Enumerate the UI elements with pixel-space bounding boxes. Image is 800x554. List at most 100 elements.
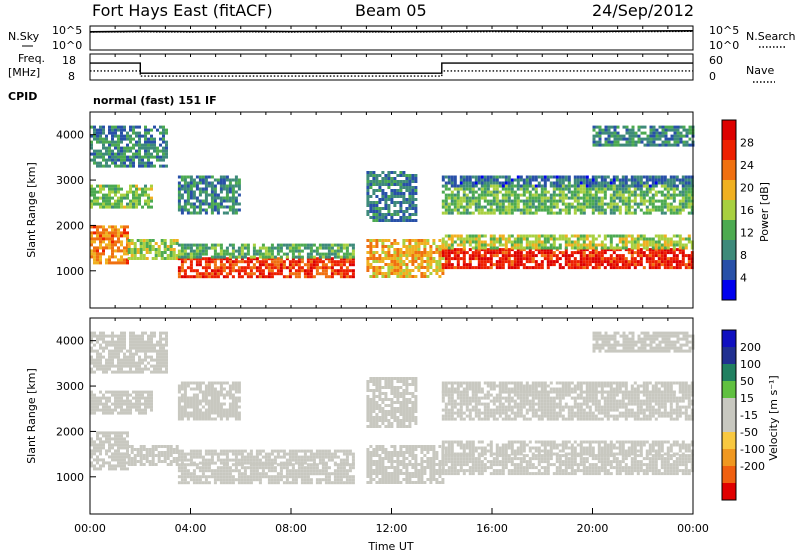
power-ylabel: Slant Range [km] — [25, 162, 38, 258]
power-echo-region-13 — [592, 125, 695, 147]
power-colorbar-swatch — [722, 260, 736, 281]
velocity-colorbar-swatch — [722, 432, 736, 450]
power-colorbar-swatch — [722, 200, 736, 221]
velocity-yticks: 1000 2000 3000 4000 — [56, 335, 96, 484]
nave-tick-low: 0 — [709, 70, 716, 83]
power-echo-region-7 — [366, 239, 445, 278]
velocity-colorbar-swatch — [722, 381, 736, 399]
velocity-echo-region-2 — [90, 331, 168, 374]
velocity-colorbar-tick-label: 200 — [740, 341, 761, 354]
power-y-tick-label: 1000 — [56, 265, 84, 278]
cpid-text: normal (fast) 151 IF — [93, 94, 217, 107]
power-colorbar-tick-label: 4 — [740, 272, 747, 285]
noise-tick-high-right: 10^5 — [709, 24, 739, 37]
beam-title: Beam 05 — [355, 1, 427, 20]
velocity-y-tick-label: 1000 — [56, 471, 84, 484]
time-tick-label: 16:00 — [476, 522, 508, 535]
power-colorbar-swatch — [722, 120, 736, 141]
power-colorbar-swatch — [722, 160, 736, 181]
velocity-colorbar-tick-label: -15 — [740, 409, 758, 422]
power-y-tick-label: 3000 — [56, 174, 84, 187]
power-colorbar-tick-label: 12 — [740, 227, 754, 240]
power-echo-region-9 — [441, 248, 694, 270]
power-colorbar-tick-label: 16 — [740, 204, 754, 217]
velocity-echo-region-13 — [592, 331, 695, 353]
cpid-label: CPID — [8, 90, 37, 103]
power-echo-region-5 — [177, 257, 355, 279]
velocity-colorbar-swatch — [722, 483, 736, 501]
date-title: 24/Sep/2012 — [592, 1, 694, 20]
velocity-echo-region-10 — [441, 440, 694, 456]
noise-tick-low-left: 10^0 — [52, 39, 82, 52]
freq-series — [90, 62, 693, 74]
noise-series-nsky — [89, 30, 694, 33]
freq-tick-low: 8 — [68, 70, 75, 83]
power-colorbar-frame — [721, 119, 737, 301]
power-echo-region-1 — [90, 184, 153, 209]
power-colorbar-tick-label: 28 — [740, 137, 754, 150]
velocity-y-tick-label: 2000 — [56, 425, 84, 438]
velocity-colorbar-label: Velocity [m s⁻¹] — [767, 375, 780, 460]
velocity-colorbar-tick-label: -100 — [740, 443, 765, 456]
velocity-y-tick-label: 4000 — [56, 335, 84, 348]
nave-label: Nave — [746, 64, 774, 77]
velocity-colorbar-tick-label: 15 — [740, 392, 754, 405]
power-echo-region-2 — [90, 125, 168, 168]
power-colorbar-swatch — [722, 280, 736, 301]
power-echo-region-10 — [441, 234, 694, 250]
power-echo-region-3 — [127, 239, 179, 260]
velocity-colorbar-swatch — [722, 398, 736, 416]
velocity-colorbar-swatch — [722, 466, 736, 484]
nave-tick-high: 60 — [709, 54, 723, 67]
velocity-ylabel: Slant Range [km] — [25, 368, 38, 464]
freq-plot — [90, 62, 693, 77]
velocity-colorbar-swatch — [722, 449, 736, 467]
power-echo-region-8 — [366, 171, 418, 222]
power-y-tick-label: 4000 — [56, 129, 84, 142]
velocity-plot — [90, 331, 695, 485]
power-plot — [90, 125, 695, 279]
power-colorbar-swatch — [722, 240, 736, 261]
time-tick-label: 08:00 — [275, 522, 307, 535]
power-colorbar-tick-label: 8 — [740, 249, 747, 262]
time-axis-label: Time UT — [367, 540, 413, 553]
velocity-colorbar-swatch — [722, 415, 736, 433]
time-tick-label: 04:00 — [175, 522, 207, 535]
power-colorbar-label: Power [dB] — [758, 182, 771, 242]
power-colorbar-swatch — [722, 140, 736, 161]
power-colorbar-tick-label: 20 — [740, 182, 754, 195]
noise-panel-frame — [89, 25, 694, 51]
velocity-echo-region-1 — [90, 390, 153, 415]
power-y-tick-label: 2000 — [56, 219, 84, 232]
time-tick-label: 00:00 — [74, 522, 106, 535]
velocity-echo-region-11 — [441, 390, 694, 421]
power-colorbar-swatch — [722, 180, 736, 201]
power-colorbar-tick-label: 24 — [740, 159, 754, 172]
power-colorbar: 28 24 20 16 12 8 4 — [721, 119, 754, 301]
power-echo-region-11 — [441, 184, 694, 215]
velocity-echo-region-8 — [366, 377, 418, 428]
velocity-colorbar-swatch — [722, 330, 736, 348]
velocity-echo-region-0 — [90, 431, 129, 471]
nsearch-label: N.Search — [746, 30, 796, 43]
velocity-colorbar: 200 100 50 15 -15 -50 -100 -200 — [721, 329, 765, 501]
velocity-echo-region-5 — [177, 463, 355, 485]
velocity-echo-region-6 — [177, 449, 355, 465]
power-echo-region-4 — [177, 175, 241, 215]
freq-label: Freq. — [18, 52, 45, 65]
noise-tick-low-right: 10^0 — [709, 39, 739, 52]
velocity-echo-region-3 — [127, 445, 179, 466]
station-title: Fort Hays East (fitACF) — [92, 1, 273, 20]
noise-tick-high-left: 10^5 — [52, 24, 82, 37]
velocity-colorbar-tick-label: -200 — [740, 460, 765, 473]
power-yticks: 1000 2000 3000 4000 — [56, 129, 96, 278]
velocity-colorbar-swatch — [722, 364, 736, 382]
velocity-colorbar-tick-label: 50 — [740, 375, 754, 388]
power-echo-region-12 — [441, 175, 694, 188]
power-echo-region-6 — [177, 243, 355, 259]
time-tick-label: 12:00 — [376, 522, 408, 535]
velocity-colorbar-tick-label: -50 — [740, 426, 758, 439]
power-echo-region-0 — [90, 225, 129, 265]
velocity-colorbar-swatch — [722, 347, 736, 365]
